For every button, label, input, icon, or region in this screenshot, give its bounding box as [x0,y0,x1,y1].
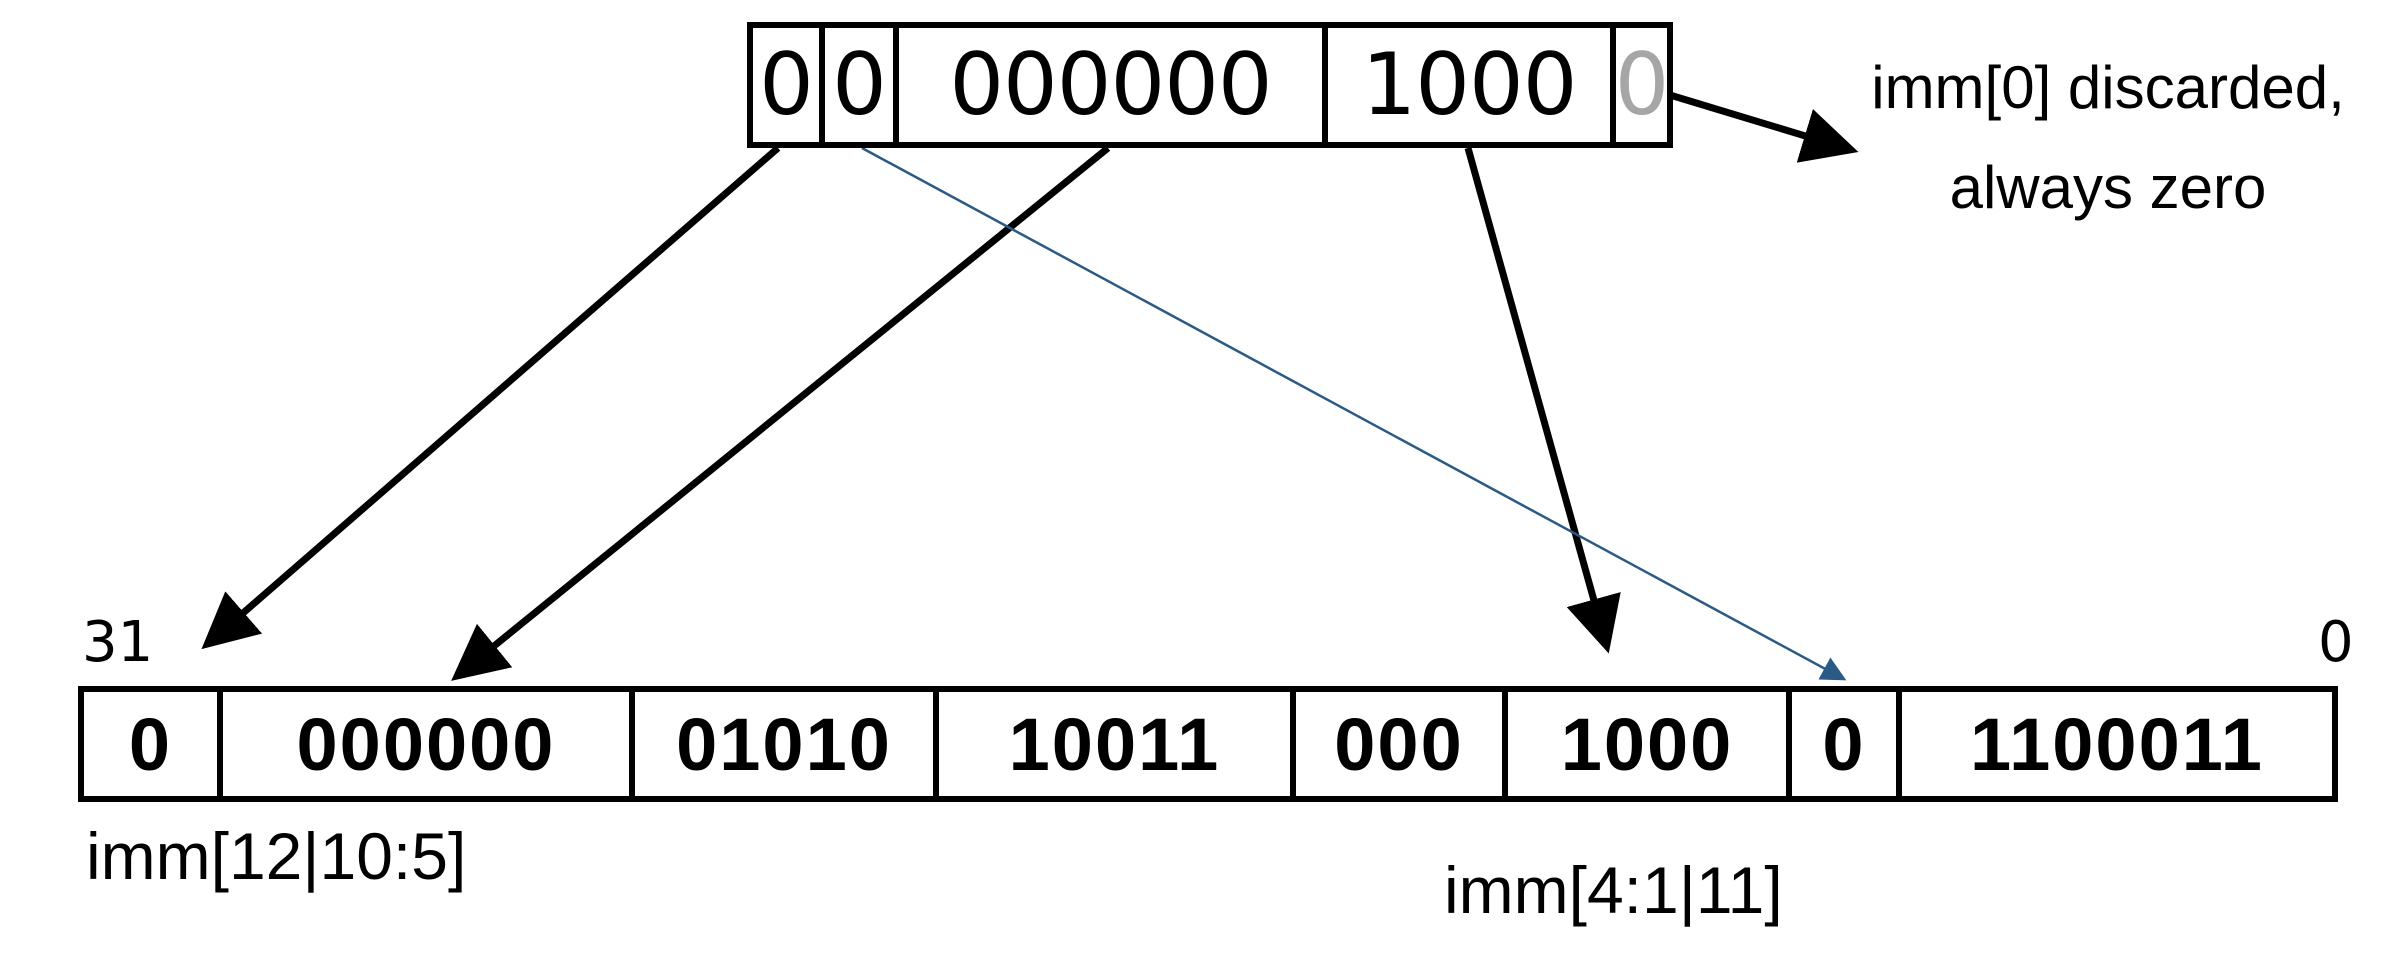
field-rs2: 01010 [629,686,939,802]
arrow-imm10-5-to-field [451,145,1111,681]
bit-31-label: 31 [82,610,154,675]
arrow-imm0-discarded [1658,88,1859,163]
arrow-imm12-to-bit31 [201,145,781,650]
imm-bit-11-cell: 0 [819,22,899,148]
note-line-2: always zero [1949,154,2267,221]
field-imm11: 0 [1786,686,1902,802]
field-funct3: 000 [1290,686,1508,802]
field-imm12: 0 [78,686,223,802]
arrow-imm11-to-bit7 [861,146,1847,681]
imm-bits-4-1-cell: 1000 [1322,22,1616,148]
field-imm10-5: 000000 [217,686,635,802]
imm0-discarded-note: imm[0] discarded, always zero [1808,38,2395,238]
field-rs1: 10011 [933,686,1296,802]
bit-0-label: 0 [2318,610,2354,675]
imm-bit-12-cell: 0 [747,22,825,148]
imm-bit-0-cell: 0 [1610,22,1673,148]
field-imm4-1: 1000 [1502,686,1792,802]
note-line-1: imm[0] discarded, [1871,54,2345,121]
imm-4-1-11-label: imm[4:1|11] [1444,853,1783,927]
arrow-imm4-1-to-field [1464,147,1621,654]
imm-bits-10-5-cell: 000000 [893,22,1328,148]
imm-12-10-5-label: imm[12|10:5] [86,819,467,893]
field-opcode: 1100011 [1896,686,2338,802]
